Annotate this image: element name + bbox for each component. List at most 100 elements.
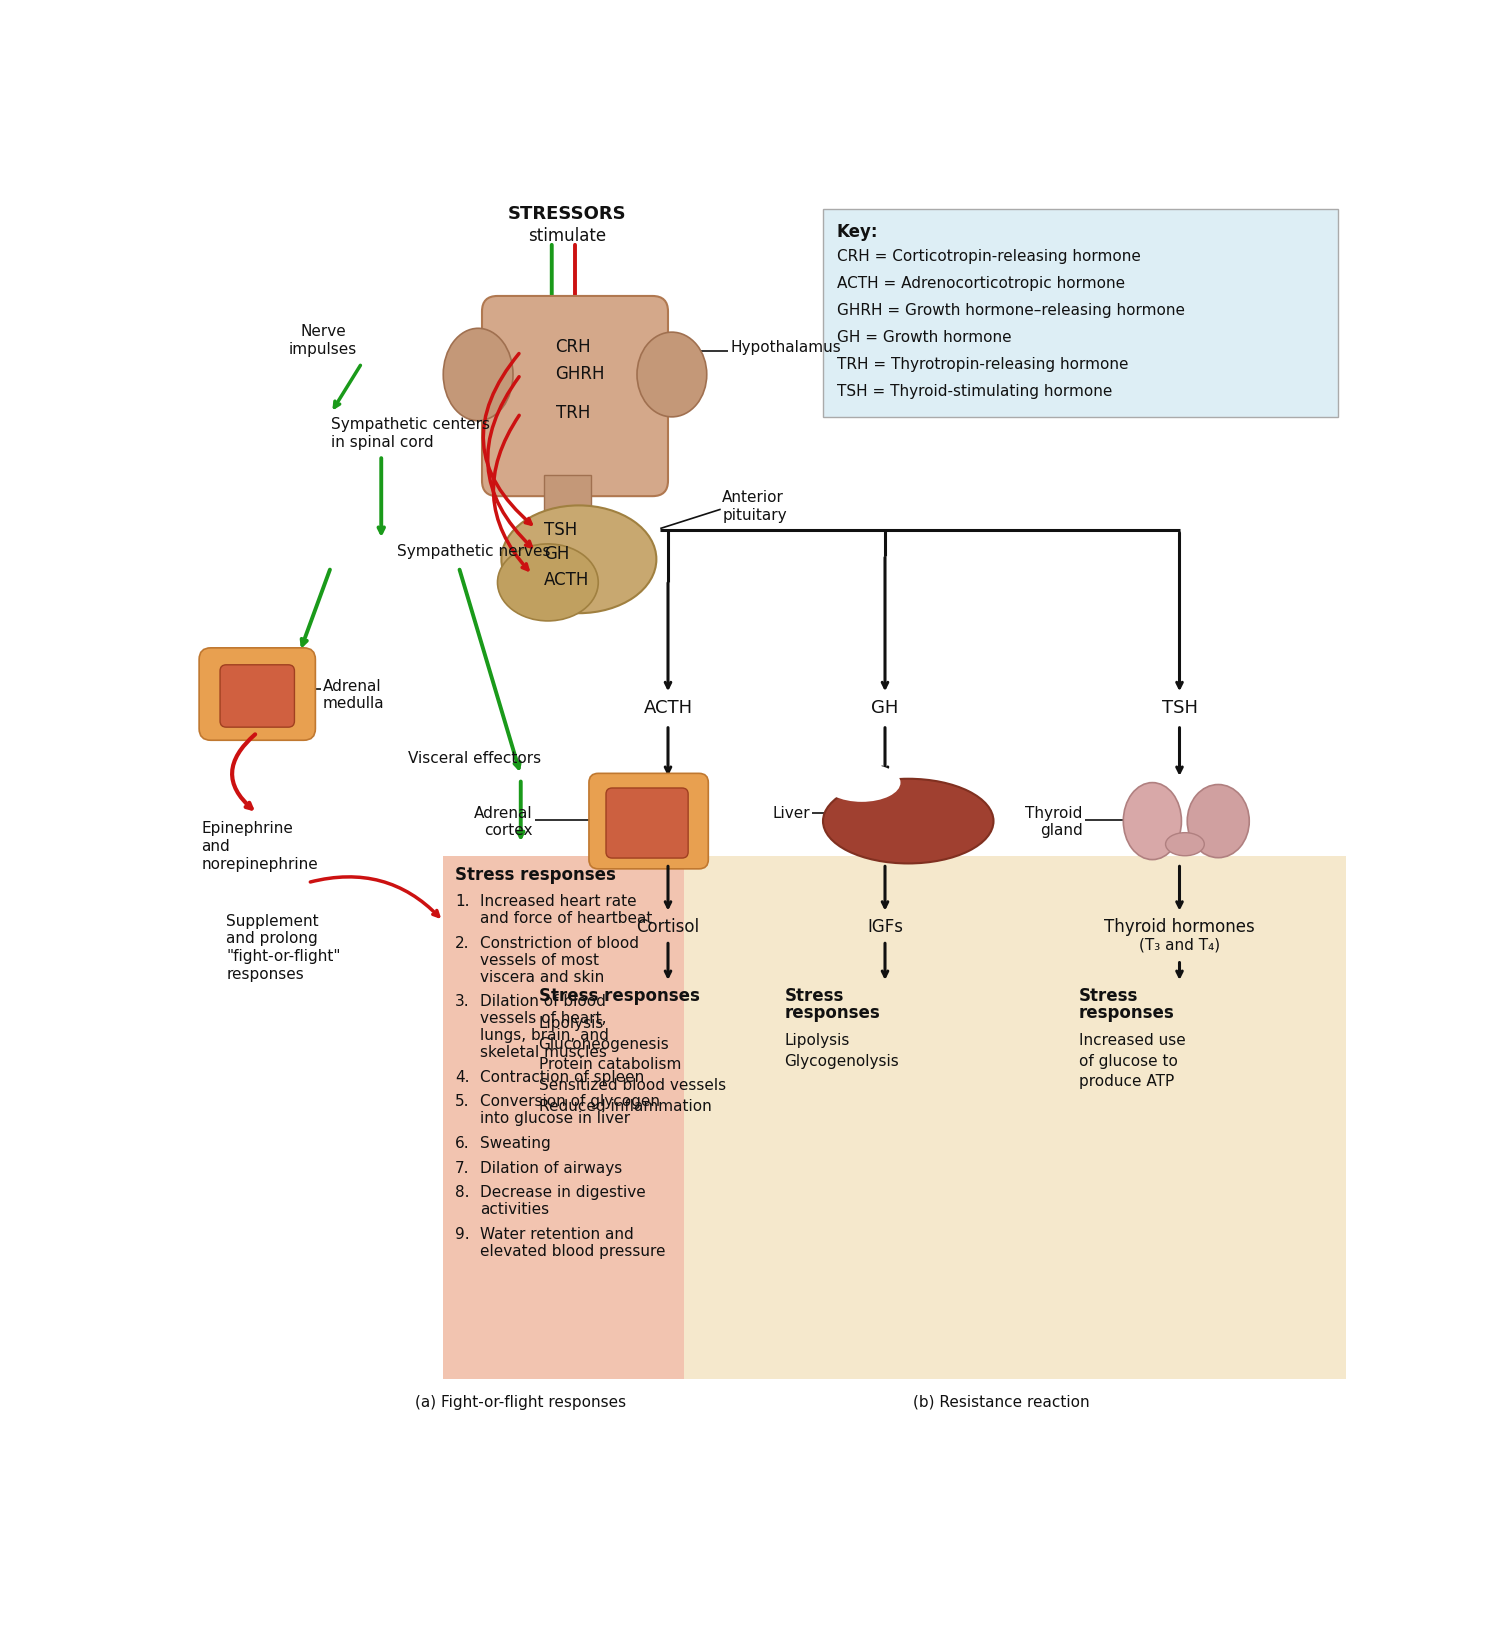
Text: Glycogenolysis: Glycogenolysis xyxy=(784,1054,898,1069)
Text: 7.: 7. xyxy=(454,1161,470,1176)
Text: Nerve: Nerve xyxy=(300,324,346,339)
Text: (b) Resistance reaction: (b) Resistance reaction xyxy=(914,1395,1089,1410)
Text: STRESSORS: STRESSORS xyxy=(509,206,627,224)
FancyBboxPatch shape xyxy=(606,788,688,859)
Text: activities: activities xyxy=(480,1202,549,1217)
FancyBboxPatch shape xyxy=(482,296,668,497)
Text: Supplement: Supplement xyxy=(226,913,320,928)
Text: GH: GH xyxy=(544,546,570,564)
Text: Reduced inflammation: Reduced inflammation xyxy=(538,1099,711,1114)
Text: Dilation of airways: Dilation of airways xyxy=(480,1161,622,1176)
Ellipse shape xyxy=(1124,783,1182,860)
Text: Contraction of spleen: Contraction of spleen xyxy=(480,1069,645,1084)
Text: TRH: TRH xyxy=(555,403,590,421)
Text: into glucose in liver: into glucose in liver xyxy=(480,1112,630,1127)
Text: GH: GH xyxy=(871,699,898,717)
Text: Stress responses: Stress responses xyxy=(454,865,615,883)
Text: 3.: 3. xyxy=(454,994,470,1010)
FancyBboxPatch shape xyxy=(590,773,708,869)
Text: medulla: medulla xyxy=(322,696,384,711)
Text: and: and xyxy=(201,839,229,854)
Text: Stress: Stress xyxy=(784,987,843,1005)
Text: GHRH = Growth hormone–releasing hormone: GHRH = Growth hormone–releasing hormone xyxy=(837,303,1185,317)
Text: ACTH: ACTH xyxy=(544,571,590,589)
Text: Thyroid: Thyroid xyxy=(1026,806,1083,821)
Text: skeletal muscles: skeletal muscles xyxy=(480,1045,608,1059)
Text: Adrenal: Adrenal xyxy=(322,679,381,694)
Text: Dilation of blood: Dilation of blood xyxy=(480,994,606,1010)
Text: Adrenal: Adrenal xyxy=(474,806,532,821)
Text: Decrease in digestive: Decrease in digestive xyxy=(480,1186,646,1201)
Text: of glucose to: of glucose to xyxy=(1078,1054,1178,1069)
Text: "fight-or-flight": "fight-or-flight" xyxy=(226,949,340,964)
Text: responses: responses xyxy=(226,967,304,982)
Text: and prolong: and prolong xyxy=(226,931,318,946)
Ellipse shape xyxy=(501,505,657,614)
FancyBboxPatch shape xyxy=(220,665,294,727)
Text: vessels of most: vessels of most xyxy=(480,952,600,967)
Text: 9.: 9. xyxy=(454,1227,470,1242)
Text: Cortisol: Cortisol xyxy=(636,918,699,936)
Text: TSH: TSH xyxy=(544,521,578,540)
Text: norepinephrine: norepinephrine xyxy=(201,857,318,872)
Text: GH = Growth hormone: GH = Growth hormone xyxy=(837,331,1011,345)
Text: stimulate: stimulate xyxy=(528,227,606,245)
Text: IGFs: IGFs xyxy=(867,918,903,936)
Text: Sympathetic centers: Sympathetic centers xyxy=(332,416,490,433)
Text: 6.: 6. xyxy=(454,1137,470,1152)
Text: cortex: cortex xyxy=(484,824,532,839)
Text: (a) Fight-or-flight responses: (a) Fight-or-flight responses xyxy=(416,1395,627,1410)
Text: Constriction of blood: Constriction of blood xyxy=(480,936,639,951)
FancyBboxPatch shape xyxy=(684,855,1346,1380)
Text: Lipolysis: Lipolysis xyxy=(538,1017,604,1031)
Ellipse shape xyxy=(638,332,706,416)
Text: responses: responses xyxy=(784,1005,880,1022)
Text: Lipolysis: Lipolysis xyxy=(784,1033,849,1048)
Text: Sweating: Sweating xyxy=(480,1137,550,1152)
Text: 4.: 4. xyxy=(454,1069,470,1084)
Text: produce ATP: produce ATP xyxy=(1078,1074,1174,1089)
Text: elevated blood pressure: elevated blood pressure xyxy=(480,1244,666,1258)
Text: 1.: 1. xyxy=(454,895,470,910)
Text: Stress responses: Stress responses xyxy=(538,987,699,1005)
Text: 2.: 2. xyxy=(454,936,470,951)
Text: impulses: impulses xyxy=(290,342,357,357)
Text: Water retention and: Water retention and xyxy=(480,1227,634,1242)
Text: Sensitized blood vessels: Sensitized blood vessels xyxy=(538,1077,726,1094)
FancyBboxPatch shape xyxy=(824,209,1338,416)
Text: responses: responses xyxy=(1078,1005,1174,1022)
Text: Stress: Stress xyxy=(1078,987,1138,1005)
Text: and force of heartbeat: and force of heartbeat xyxy=(480,911,652,926)
Ellipse shape xyxy=(824,778,993,864)
Text: (T₃ and T₄): (T₃ and T₄) xyxy=(1138,938,1220,952)
Text: Anterior: Anterior xyxy=(723,490,784,505)
Text: Increased use: Increased use xyxy=(1078,1033,1185,1048)
Text: CRH: CRH xyxy=(555,337,591,355)
Text: GHRH: GHRH xyxy=(555,365,604,383)
Text: viscera and skin: viscera and skin xyxy=(480,969,604,985)
Text: Conversion of glycogen: Conversion of glycogen xyxy=(480,1094,660,1109)
Text: TSH = Thyroid-stimulating hormone: TSH = Thyroid-stimulating hormone xyxy=(837,383,1113,398)
Text: Gluconeogenesis: Gluconeogenesis xyxy=(538,1036,669,1051)
Ellipse shape xyxy=(824,763,900,801)
Text: gland: gland xyxy=(1040,824,1083,839)
FancyBboxPatch shape xyxy=(444,855,684,1380)
Ellipse shape xyxy=(498,544,598,620)
Text: ACTH = Adrenocorticotropic hormone: ACTH = Adrenocorticotropic hormone xyxy=(837,276,1125,291)
Text: Liver: Liver xyxy=(772,806,810,821)
Text: CRH = Corticotropin-releasing hormone: CRH = Corticotropin-releasing hormone xyxy=(837,248,1142,263)
FancyBboxPatch shape xyxy=(200,648,315,740)
Text: Epinephrine: Epinephrine xyxy=(201,821,294,836)
FancyBboxPatch shape xyxy=(544,475,591,536)
Text: Protein catabolism: Protein catabolism xyxy=(538,1058,681,1073)
Text: 5.: 5. xyxy=(454,1094,470,1109)
Text: vessels of heart,: vessels of heart, xyxy=(480,1012,608,1026)
Text: TSH: TSH xyxy=(1161,699,1197,717)
Text: TRH = Thyrotropin-releasing hormone: TRH = Thyrotropin-releasing hormone xyxy=(837,357,1128,372)
Text: Sympathetic nerves: Sympathetic nerves xyxy=(396,544,550,559)
Text: Increased heart rate: Increased heart rate xyxy=(480,895,638,910)
Text: Key:: Key: xyxy=(837,222,879,240)
Ellipse shape xyxy=(1188,785,1250,857)
Ellipse shape xyxy=(1166,832,1204,855)
Text: Visceral effectors: Visceral effectors xyxy=(408,750,542,765)
